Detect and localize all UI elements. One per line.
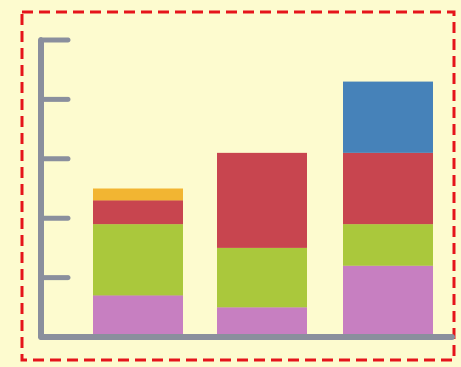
bar-segment-3-3 (343, 152, 433, 225)
bar-segment-1-2 (93, 224, 183, 296)
bars-group (93, 81, 433, 337)
bar-segment-1-3 (93, 200, 183, 225)
bar-segment-3-5 (343, 81, 433, 153)
bar-segment-1-1 (93, 295, 183, 337)
bar-segment-3-2 (343, 224, 433, 266)
bar-segment-2-3 (217, 152, 307, 248)
bar-segment-2-2 (217, 247, 307, 308)
bar-segment-3-1 (343, 265, 433, 337)
dashed-frame (20, 10, 456, 362)
bar-segment-1-4 (93, 188, 183, 201)
bar-segment-2-1 (217, 307, 307, 337)
axis-group (38, 37, 455, 340)
